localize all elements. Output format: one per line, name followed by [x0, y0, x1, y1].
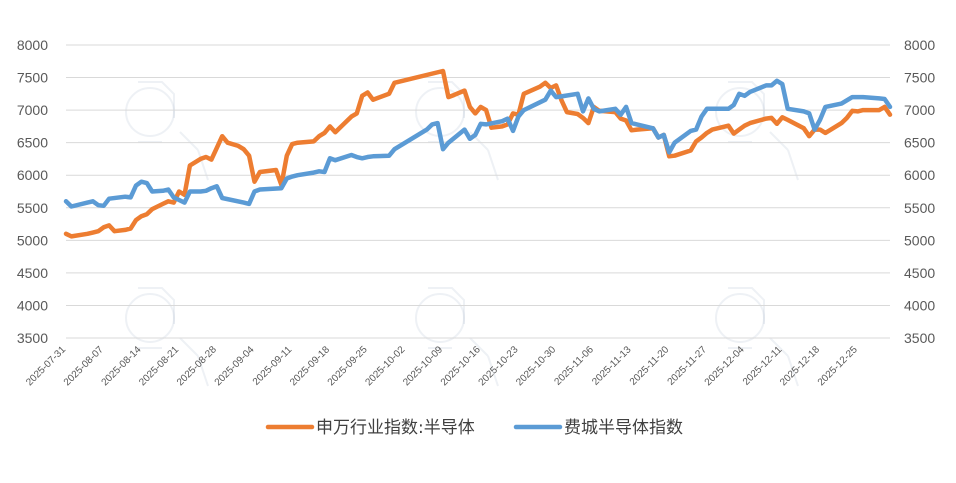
y-tick-label-left: 8000: [17, 37, 48, 53]
watermark-logo: [715, 287, 799, 387]
y-tick-label-right: 7000: [904, 102, 935, 118]
y-axis-right: 3500 4000 4500 5000 5500 6000 6500 7000 7500 8000: [904, 37, 935, 346]
series-line-1: [63, 68, 893, 239]
series-layer: [63, 68, 893, 239]
y-tick-label-left: 6500: [17, 135, 48, 151]
y-tick-label-left: 7000: [17, 102, 48, 118]
x-tick-label: 2025-09-04: [213, 344, 257, 388]
y-tick-label-left: 3500: [17, 330, 48, 346]
y-tick-label-left: 4500: [17, 265, 48, 281]
x-tick-label: 2025-10-30: [514, 344, 558, 388]
y-tick-label-right: 5500: [904, 200, 935, 216]
y-tick-label-left: 7500: [17, 70, 48, 86]
watermark-logo: [415, 287, 499, 387]
y-tick-label-right: 4000: [904, 297, 935, 313]
y-tick-label-left: 4000: [17, 297, 48, 313]
y-tick-label-right: 7500: [904, 70, 935, 86]
y-tick-label-right: 5000: [904, 232, 935, 248]
y-tick-label-left: 5500: [17, 200, 48, 216]
watermark-logo: [125, 81, 209, 181]
legend-label: 费城半导体指数: [564, 418, 683, 438]
x-tick-label: 2025-12-25: [816, 344, 860, 388]
x-tick-label: 2025-11-13: [590, 344, 634, 388]
y-tick-label-right: 6000: [904, 167, 935, 183]
series-line-2: [63, 78, 893, 209]
y-tick-label-right: 4500: [904, 265, 935, 281]
legend: 申万行业指数:半导体 费城半导体指数: [265, 418, 683, 438]
y-tick-label-left: 5000: [17, 232, 48, 248]
x-axis: 2025-07-312025-08-072025-08-142025-08-21…: [24, 344, 860, 388]
y-tick-label-right: 3500: [904, 330, 935, 346]
y-tick-label-right: 8000: [904, 37, 935, 53]
grid-lines: [66, 44, 890, 339]
legend-item-2: 费城半导体指数: [513, 418, 683, 438]
x-tick-label: 2025-12-04: [703, 344, 747, 388]
y-tick-label-left: 6000: [17, 167, 48, 183]
y-tick-label-right: 6500: [904, 135, 935, 151]
legend-label: 申万行业指数:半导体: [316, 418, 475, 438]
watermark-logo: [125, 287, 209, 387]
x-tick-label: 2025-11-06: [552, 344, 596, 388]
legend-item-1: 申万行业指数:半导体: [265, 418, 475, 438]
x-tick-label: 2025-11-20: [628, 344, 672, 388]
y-axis-left: 3500 4000 4500 5000 5500 6000 6500 7000 7500 8000: [17, 37, 48, 346]
